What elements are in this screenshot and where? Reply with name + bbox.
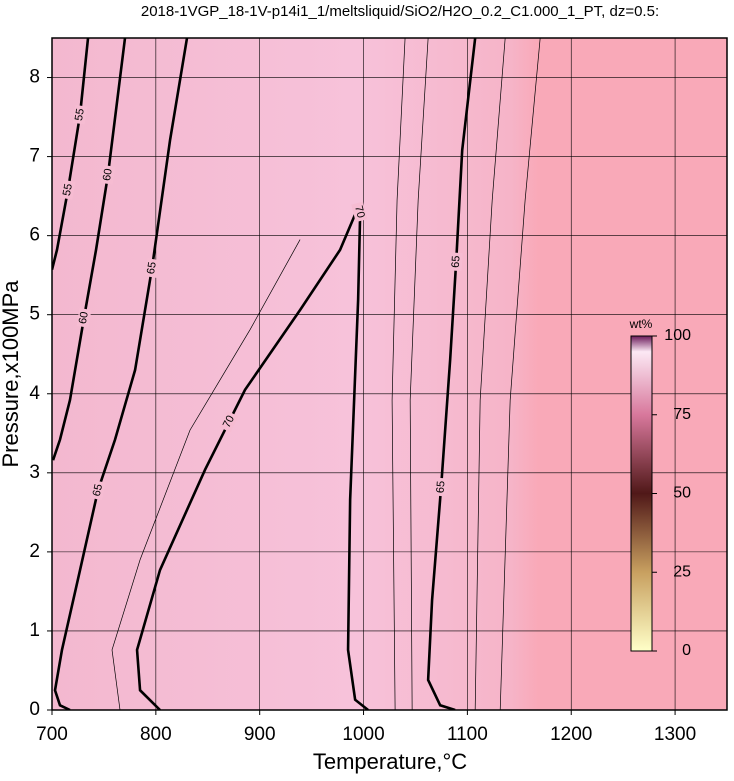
contour-label: 65 xyxy=(450,255,463,268)
contour-label: 70 xyxy=(221,414,237,430)
contour-label-bg xyxy=(449,252,463,272)
contour-label-bg xyxy=(90,480,106,501)
colorbar-tick-label: 75 xyxy=(673,406,691,423)
contour-line xyxy=(391,38,406,710)
contour-label: 65 xyxy=(435,480,448,493)
plot-background xyxy=(52,38,727,710)
contour-label: 60 xyxy=(77,311,91,325)
contour-label: 55 xyxy=(61,183,75,197)
x-tick-label: 900 xyxy=(244,724,276,745)
x-tick-label: 1200 xyxy=(550,724,592,745)
colorbar-tick-label: 25 xyxy=(673,563,691,580)
contours: 55 55 60 60 65 65 70 70 65 65 xyxy=(52,38,541,710)
y-tick-label: 0 xyxy=(29,699,40,720)
contour-label-bg xyxy=(351,201,368,223)
contour-line xyxy=(409,38,429,710)
x-tick-label: 1100 xyxy=(447,724,488,745)
y-axis-label: Pressure,x100MPa xyxy=(0,280,23,468)
y-tick-label: 8 xyxy=(29,67,40,88)
contour-label-bg xyxy=(76,307,92,328)
contour-label-bg xyxy=(434,477,448,497)
x-tick-label: 1300 xyxy=(654,724,696,745)
colorbar-label: wt% xyxy=(629,317,653,331)
plot-frame xyxy=(51,37,728,711)
x-axis-label: Temperature,°C xyxy=(313,749,467,774)
contour-label-bg xyxy=(72,104,88,125)
x-tick-label: 800 xyxy=(140,724,172,745)
contour-line xyxy=(474,38,506,710)
y-tick-label: 7 xyxy=(29,146,40,167)
contour-line xyxy=(111,239,301,710)
contour-label: 70 xyxy=(352,205,367,220)
axes: 700 800 900 1000 1100 1200 1300 0 1 2 3 4 5 6 7 8 0 25 50 7… xyxy=(29,67,696,745)
contour-label-bg xyxy=(60,179,76,200)
colorbar-tick-label: 0 xyxy=(682,642,691,659)
colorbar xyxy=(630,335,653,652)
contour-label-bg xyxy=(219,411,239,433)
chart-title: 2018-1VGP_18-1V-p14i1_1/meltsliquid/SiO2… xyxy=(141,3,659,20)
y-tick-label: 5 xyxy=(29,304,40,325)
contour-label-bg xyxy=(144,258,160,278)
y-tick-label: 1 xyxy=(29,620,40,641)
contour-line xyxy=(499,38,541,710)
y-tick-label: 3 xyxy=(29,462,40,483)
colorbar-tick-label: 50 xyxy=(673,485,691,502)
contour-label: 65 xyxy=(91,483,105,498)
contour-label: 55 xyxy=(73,108,87,122)
y-tick-label: 6 xyxy=(29,225,40,246)
contour-label: 65 xyxy=(145,261,159,275)
grid xyxy=(51,38,727,711)
y-tick-label: 4 xyxy=(29,383,40,404)
y-tick-label: 2 xyxy=(29,541,40,562)
colorbar-tick-label: 100 xyxy=(664,327,691,344)
x-tick-label: 700 xyxy=(36,724,68,745)
contour-label: 60 xyxy=(101,168,115,182)
contour-line xyxy=(135,203,369,710)
x-tick-label: 1000 xyxy=(342,724,384,745)
contour-label-bg xyxy=(100,164,116,185)
